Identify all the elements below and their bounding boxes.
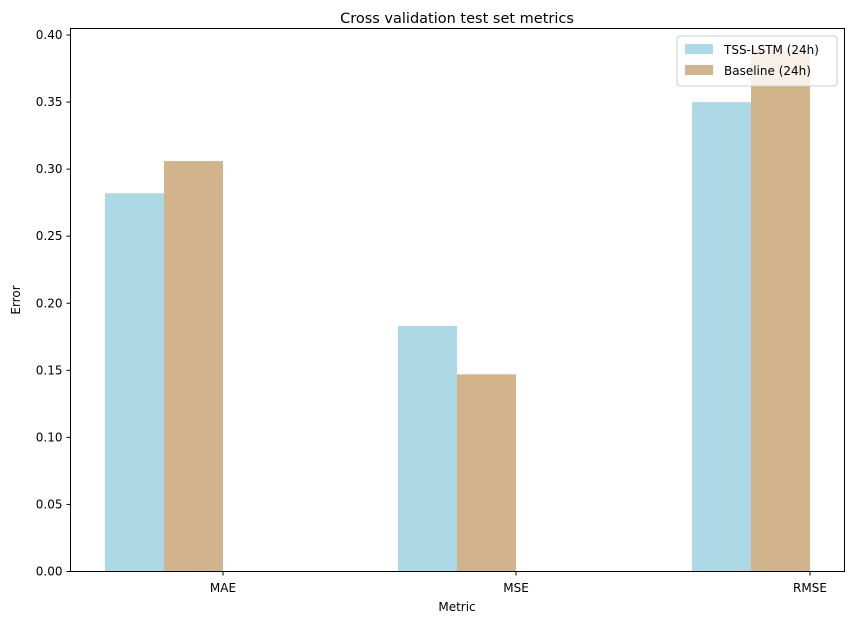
y-tick-label: 0.15: [36, 363, 63, 377]
y-tick-label: 0.20: [36, 296, 63, 310]
x-axis: MAE MSE RMSE: [210, 571, 827, 595]
legend-box: [676, 35, 838, 87]
chart-title: Cross validation test set metrics: [340, 11, 574, 27]
bar-mse-baseline: [457, 374, 516, 572]
y-tick-label: 0.10: [36, 430, 63, 444]
plot-frame: [70, 28, 845, 572]
y-tick-label: 0.00: [36, 565, 63, 579]
y-tick-label: 0.05: [36, 497, 63, 511]
x-tick-label-rmse: RMSE: [793, 581, 827, 595]
legend-label-baseline: Baseline (24h): [724, 64, 811, 78]
x-tick-label-mae: MAE: [210, 581, 236, 595]
y-tick-label: 0.35: [36, 95, 63, 109]
y-axis-label: Error: [9, 285, 23, 314]
legend: TSS-LSTM (24h) Baseline (24h): [676, 35, 838, 87]
bars-group: [105, 49, 810, 572]
y-tick-label: 0.40: [36, 28, 63, 42]
x-axis-label: Metric: [438, 600, 475, 614]
bar-mae-baseline: [164, 161, 223, 572]
y-axis: 0.00 0.05 0.10 0.15 0.20 0.25 0.30 0.35 0.40: [36, 28, 71, 579]
legend-swatch-tss-lstm: [685, 44, 713, 54]
bar-rmse-tss-lstm: [692, 102, 751, 572]
bar-rmse-baseline: [751, 49, 810, 572]
bar-mae-tss-lstm: [105, 193, 164, 572]
bar-mse-tss-lstm: [398, 326, 457, 572]
legend-label-tss-lstm: TSS-LSTM (24h): [723, 43, 819, 57]
y-tick-label: 0.30: [36, 162, 63, 176]
x-tick-label-mse: MSE: [503, 581, 529, 595]
legend-swatch-baseline: [685, 65, 713, 75]
y-tick-label: 0.25: [36, 229, 63, 243]
